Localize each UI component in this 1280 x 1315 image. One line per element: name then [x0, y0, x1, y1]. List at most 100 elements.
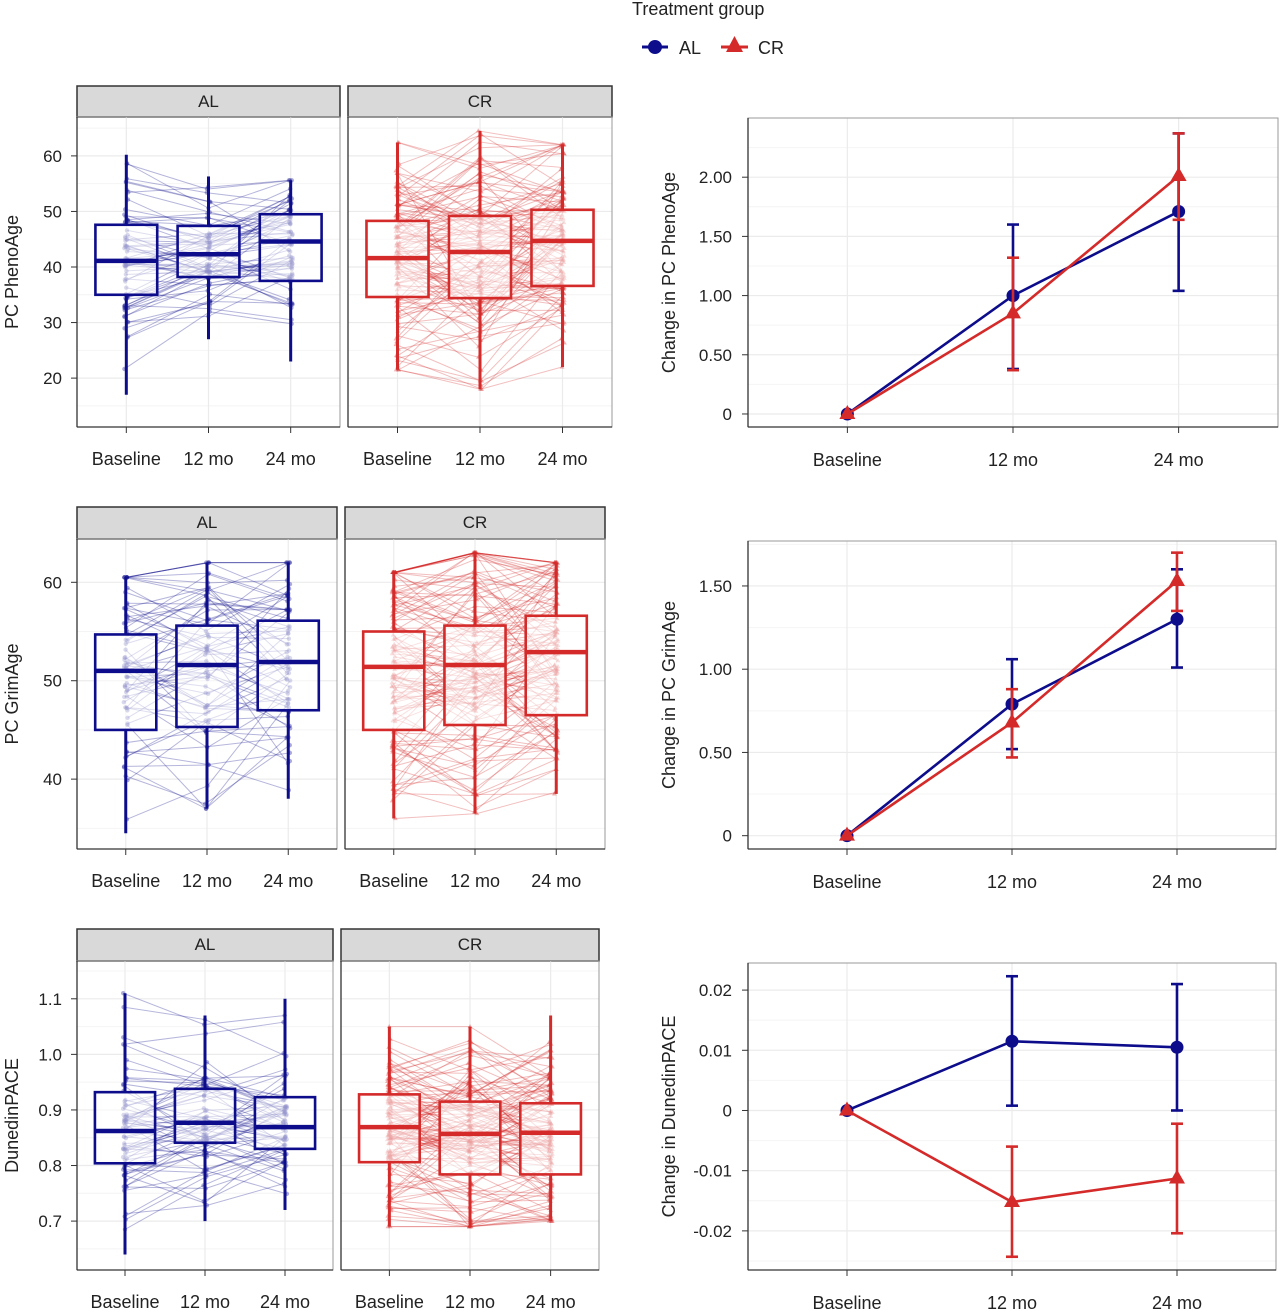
x-tick-label: 12 mo — [182, 871, 232, 891]
data-point-circle — [1170, 1040, 1184, 1054]
data-point-circle — [1005, 1034, 1019, 1048]
trajectory-line — [393, 744, 557, 767]
y-tick-label: 30 — [43, 314, 62, 333]
series-cr — [839, 551, 1185, 841]
trajectory-line — [388, 1042, 550, 1080]
y-tick-label: 0 — [723, 827, 732, 846]
x-tick-label: 12 mo — [180, 1292, 230, 1310]
facet-panel-al: AL Baseline 12 mo 24 mo — [76, 85, 341, 469]
boxplot-chart-pc-grimage: PC GrimAge 40 50 60 AL Baseline 12 mo 24 mo CR Ba… — [2, 506, 606, 891]
trajectory-line — [125, 1080, 285, 1101]
x-tick-label: Baseline — [92, 449, 161, 469]
boxplot-box — [447, 130, 513, 390]
legend-entry-al: AL — [642, 38, 701, 58]
x-tick-label: 12 mo — [987, 872, 1037, 892]
y-tick-label: 1.0 — [38, 1045, 62, 1064]
trajectory-line — [397, 307, 563, 358]
facet-strip-label: AL — [197, 513, 218, 532]
data-point — [474, 810, 480, 816]
facet-panel-cr: CR Baseline 12 mo 24 mo — [340, 928, 600, 1312]
box-iqr — [443, 624, 507, 727]
box-iqr — [361, 630, 426, 732]
y-tick-label: 0 — [723, 405, 732, 424]
x-tick-label: 12 mo — [450, 871, 500, 891]
boxplot-box — [357, 1026, 421, 1227]
y-tick-label: 0.9 — [38, 1101, 62, 1120]
x-tick-label: Baseline — [90, 1292, 159, 1310]
legend-entry-cr: CR — [721, 36, 784, 58]
facet-strip-label: CR — [458, 935, 483, 954]
boxplot-chart-dunedinpace: DunedinPACE 0.7 0.8 0.9 1.0 1.1 AL Baseline 12 m… — [2, 928, 600, 1312]
trajectory-line — [387, 1063, 553, 1101]
x-tick-label: 24 mo — [1154, 450, 1204, 470]
trajectory-line — [399, 162, 565, 206]
trajectory-line — [126, 1052, 284, 1087]
facet-panel-cr: CR Baseline 12 mo 24 mo — [347, 85, 613, 469]
y-tick-label: -0.01 — [693, 1162, 732, 1181]
data-point — [549, 1218, 555, 1223]
facet-strip-label: CR — [463, 513, 488, 532]
boxplot-box — [365, 142, 430, 370]
trajectory-line — [395, 571, 557, 593]
trajectory-line — [395, 552, 557, 573]
box-iqr — [175, 624, 239, 729]
trajectory-line — [124, 562, 290, 578]
y-tick-label: 1.00 — [699, 287, 732, 306]
y-tick-label: 40 — [43, 258, 62, 277]
x-tick-label: 12 mo — [183, 449, 233, 469]
y-tick-label: 0 — [723, 1101, 732, 1120]
y-tick-label: 1.50 — [699, 577, 732, 596]
legend-label-cr: CR — [758, 38, 784, 58]
y-tick-label: 2.00 — [699, 168, 732, 187]
facet-strip — [347, 85, 613, 118]
legend-circle-icon — [648, 40, 662, 54]
data-point-triangle — [1169, 1169, 1185, 1184]
trajectory-line — [126, 751, 290, 766]
trajectory-line — [395, 791, 556, 819]
y-axis-label: PC GrimAge — [2, 643, 22, 744]
change-chart-change-in-pc-phenoage: Change in PC PhenoAge 0 0.50 1.00 1.50 2.00 Ba… — [659, 117, 1279, 470]
boxplot-box — [93, 577, 158, 834]
trajectory-line — [396, 173, 563, 230]
boxplot-box — [173, 1015, 237, 1222]
y-tick-label: 50 — [43, 672, 62, 691]
box-iqr — [253, 1095, 317, 1151]
box-iqr — [530, 208, 595, 288]
data-point-triangle — [839, 404, 856, 419]
legend-label-al: AL — [679, 38, 701, 58]
x-tick-label: 24 mo — [531, 871, 581, 891]
data-point-triangle — [839, 826, 855, 841]
trajectory-line — [393, 552, 555, 574]
data-point-triangle — [839, 1101, 855, 1116]
y-axis-label: PC PhenoAge — [2, 215, 22, 329]
y-tick-label: 0.50 — [699, 743, 732, 762]
box-iqr — [519, 1101, 583, 1176]
legend: Treatment group AL CR — [632, 0, 784, 58]
y-tick-label: 1.00 — [699, 660, 732, 679]
series-cr — [839, 132, 1187, 419]
x-tick-label: 12 mo — [987, 1293, 1037, 1310]
box-iqr — [256, 619, 321, 712]
change-chart-change-in-pc-grimage: Change in PC GrimAge 0 0.50 1.00 1.50 Baselin… — [659, 540, 1277, 892]
data-point-triangle — [1170, 167, 1187, 182]
y-tick-label: 0.8 — [38, 1157, 62, 1176]
trajectory-line — [390, 1170, 552, 1203]
trajectory-line — [392, 718, 557, 795]
trajectory-line — [126, 1144, 285, 1170]
trajectory-line — [388, 1191, 552, 1213]
facet-strip — [76, 928, 334, 962]
boxplot-box — [175, 562, 239, 809]
data-point-triangle — [1005, 304, 1021, 319]
facet-strip — [340, 928, 600, 962]
y-tick-label: 1.1 — [38, 990, 62, 1009]
boxplot-box — [530, 144, 595, 367]
x-tick-label: 24 mo — [266, 449, 316, 469]
box-iqr — [438, 1100, 502, 1176]
trajectory-line — [125, 744, 291, 805]
x-tick-label: Baseline — [91, 871, 160, 891]
trajectory-line — [126, 178, 292, 204]
trajectory-line — [124, 764, 289, 791]
y-tick-label: 0.01 — [699, 1041, 732, 1060]
boxplot-box — [94, 154, 159, 395]
